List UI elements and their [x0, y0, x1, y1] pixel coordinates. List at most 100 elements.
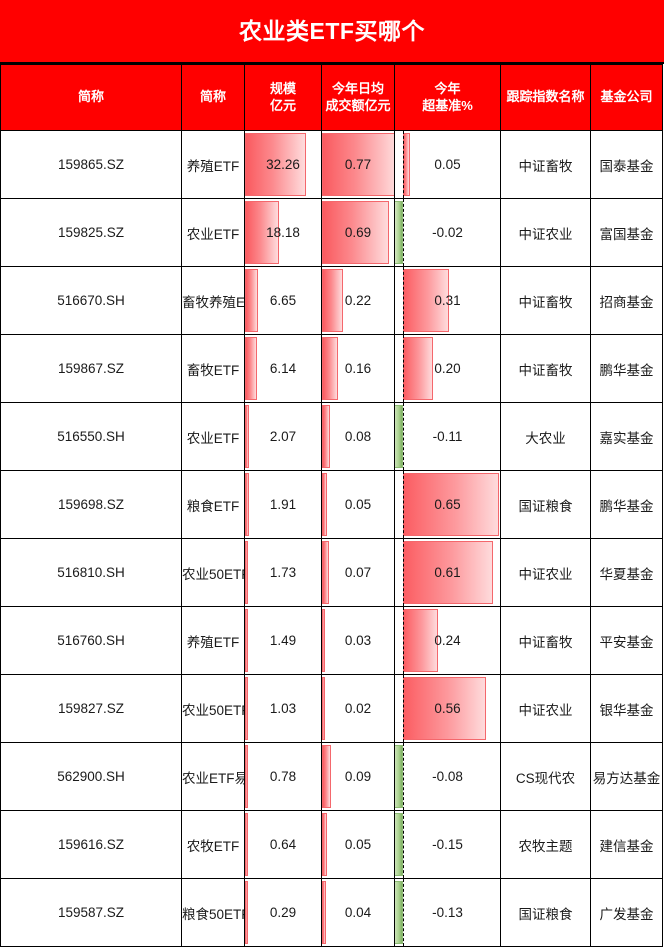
cell-excess-return[interactable]: 0.05 [394, 130, 501, 199]
cell-excess-return[interactable]: -0.02 [394, 198, 501, 267]
cell-turnover[interactable]: 0.69 [321, 198, 395, 267]
cell-fund-code[interactable]: 159867.SZ [0, 334, 182, 403]
cell-tracked-index[interactable]: 国证粮食 [500, 878, 591, 947]
column-header-excess[interactable]: 今年 超基准% [394, 64, 501, 131]
cell-fund-code[interactable]: 159698.SZ [0, 470, 182, 539]
cell-fund-company[interactable]: 鹏华基金 [590, 470, 663, 539]
cell-fund-company[interactable]: 嘉实基金 [590, 402, 663, 471]
cell-excess-return[interactable]: 0.65 [394, 470, 501, 539]
column-header-name[interactable]: 简称 [181, 64, 245, 131]
cell-fund-code[interactable]: 516550.SH [0, 402, 182, 471]
cell-fund-code[interactable]: 159865.SZ [0, 130, 182, 199]
cell-tracked-index[interactable]: 中证畜牧 [500, 334, 591, 403]
cell-turnover[interactable]: 0.22 [321, 266, 395, 335]
cell-turnover[interactable]: 0.03 [321, 606, 395, 675]
cell-tracked-index[interactable]: 中证农业 [500, 674, 591, 743]
cell-fund-code[interactable]: 159825.SZ [0, 198, 182, 267]
cell-fund-name[interactable]: 畜牧养殖ETF [181, 266, 245, 335]
column-header-index[interactable]: 跟踪指数名称 [500, 64, 591, 131]
cell-scale[interactable]: 18.18 [244, 198, 322, 267]
cell-scale[interactable]: 0.29 [244, 878, 322, 947]
column-header-scale[interactable]: 规模 亿元 [244, 64, 322, 131]
cell-turnover[interactable]: 0.05 [321, 470, 395, 539]
cell-fund-name[interactable]: 农业ETF [181, 402, 245, 471]
cell-fund-company[interactable]: 华夏基金 [590, 538, 663, 607]
cell-scale[interactable]: 6.65 [244, 266, 322, 335]
cell-fund-code[interactable]: 159616.SZ [0, 810, 182, 879]
cell-excess-return[interactable]: -0.15 [394, 810, 501, 879]
cell-tracked-index[interactable]: CS现代农 [500, 742, 591, 811]
cell-excess-return[interactable]: 0.24 [394, 606, 501, 675]
cell-tracked-index[interactable]: 中证畜牧 [500, 266, 591, 335]
cell-excess-return[interactable]: 0.20 [394, 334, 501, 403]
cell-turnover[interactable]: 0.02 [321, 674, 395, 743]
cell-fund-code[interactable]: 516760.SH [0, 606, 182, 675]
cell-fund-code[interactable]: 516670.SH [0, 266, 182, 335]
cell-fund-company[interactable]: 富国基金 [590, 198, 663, 267]
cell-fund-code[interactable]: 516810.SH [0, 538, 182, 607]
cell-tracked-index[interactable]: 国证粮食 [500, 470, 591, 539]
column-header-code[interactable]: 简称 [0, 64, 182, 131]
cell-tracked-index[interactable]: 中证畜牧 [500, 606, 591, 675]
cell-scale[interactable]: 6.14 [244, 334, 322, 403]
cell-excess-return[interactable]: 0.31 [394, 266, 501, 335]
table-row[interactable]: 562900.SH 农业ETF易方达 0.78 0.09 -0.08 CS现代农易方达基金… [0, 742, 663, 811]
cell-fund-company[interactable]: 鹏华基金 [590, 334, 663, 403]
cell-fund-name[interactable]: 粮食ETF [181, 470, 245, 539]
cell-fund-name[interactable]: 农牧ETF [181, 810, 245, 879]
cell-fund-name[interactable]: 农业ETF易方达 [181, 742, 245, 811]
cell-fund-name[interactable]: 农业50ETF [181, 538, 245, 607]
cell-turnover[interactable]: 0.04 [321, 878, 395, 947]
cell-tracked-index[interactable]: 大农业 [500, 402, 591, 471]
cell-fund-company[interactable]: 银华基金 [590, 674, 663, 743]
cell-tracked-index[interactable]: 农牧主题 [500, 810, 591, 879]
cell-fund-company[interactable]: 招商基金 [590, 266, 663, 335]
cell-tracked-index[interactable]: 中证畜牧 [500, 130, 591, 199]
cell-tracked-index[interactable]: 中证农业 [500, 198, 591, 267]
cell-scale[interactable]: 2.07 [244, 402, 322, 471]
cell-fund-code[interactable]: 562900.SH [0, 742, 182, 811]
column-header-company[interactable]: 基金公司 [590, 64, 663, 131]
cell-excess-return[interactable]: -0.08 [394, 742, 501, 811]
cell-fund-company[interactable]: 平安基金 [590, 606, 663, 675]
cell-turnover[interactable]: 0.07 [321, 538, 395, 607]
table-row[interactable]: 159587.SZ粮食50ETF0.290.04-0.13国证粮食广发基金0.5… [0, 878, 663, 947]
cell-fund-code[interactable]: 159827.SZ [0, 674, 182, 743]
cell-fund-company[interactable]: 广发基金 [590, 878, 663, 947]
cell-scale[interactable]: 1.73 [244, 538, 322, 607]
cell-excess-return[interactable]: -0.11 [394, 402, 501, 471]
cell-scale[interactable]: 1.03 [244, 674, 322, 743]
cell-fund-name[interactable]: 养殖ETF [181, 130, 245, 199]
cell-scale[interactable]: 32.26 [244, 130, 322, 199]
column-header-turnover[interactable]: 今年日均 成交额亿元 [321, 64, 395, 131]
cell-fund-code[interactable]: 159587.SZ [0, 878, 182, 947]
cell-turnover[interactable]: 0.08 [321, 402, 395, 471]
cell-turnover[interactable]: 0.05 [321, 810, 395, 879]
cell-fund-name[interactable]: 养殖ETF [181, 606, 245, 675]
cell-scale[interactable]: 1.49 [244, 606, 322, 675]
cell-excess-return[interactable]: -0.13 [394, 878, 501, 947]
cell-fund-name[interactable]: 畜牧ETF [181, 334, 245, 403]
cell-fund-company[interactable]: 建信基金 [590, 810, 663, 879]
cell-turnover[interactable]: 0.77 [321, 130, 395, 199]
cell-fund-name[interactable]: 农业50ETF [181, 674, 245, 743]
cell-fund-name[interactable]: 粮食50ETF [181, 878, 245, 947]
cell-scale[interactable]: 0.64 [244, 810, 322, 879]
cell-turnover[interactable]: 0.09 [321, 742, 395, 811]
table-row[interactable]: 516670.SH畜牧养殖ETF6.650.220.31中证畜牧招商基金0.20 [0, 266, 663, 335]
cell-scale[interactable]: 0.78 [244, 742, 322, 811]
cell-fund-company[interactable]: 国泰基金 [590, 130, 663, 199]
cell-fund-company[interactable]: 易方达基金 [590, 742, 663, 811]
cell-scale[interactable]: 1.91 [244, 470, 322, 539]
cell-turnover[interactable]: 0.16 [321, 334, 395, 403]
cell-fund-name[interactable]: 农业ETF [181, 198, 245, 267]
